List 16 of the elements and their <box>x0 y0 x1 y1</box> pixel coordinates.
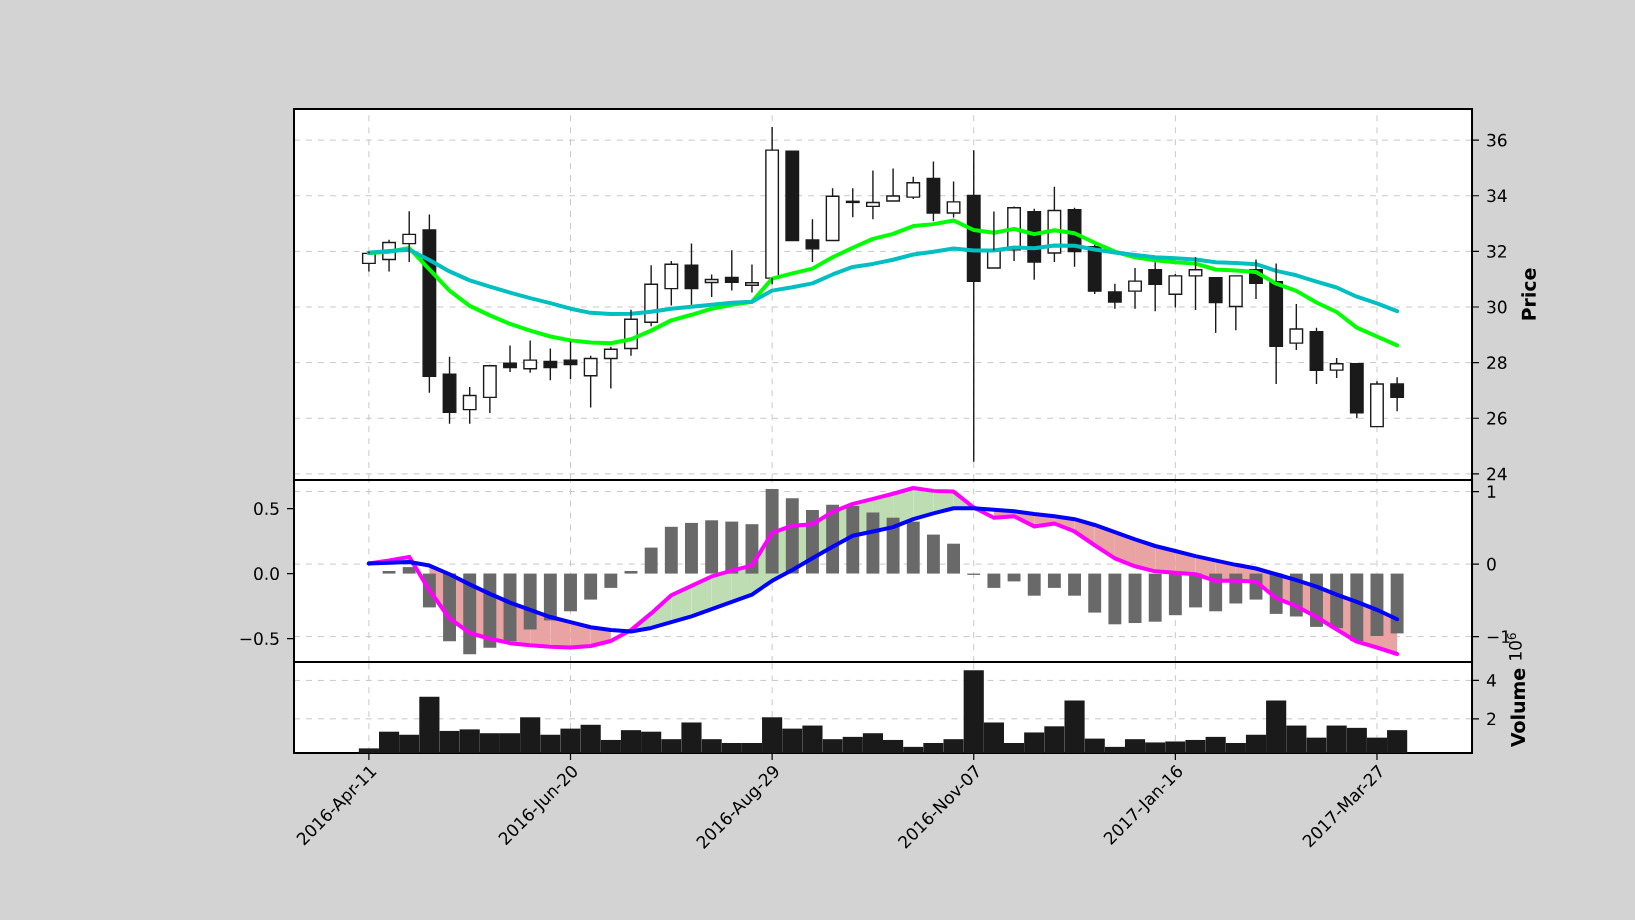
y-tick-label: 34 <box>1487 189 1507 203</box>
y-tick-label: −0.5 <box>240 632 279 646</box>
y-tick-label: 0.5 <box>254 502 279 516</box>
y2-tick-label: 0 <box>1487 557 1496 571</box>
y-tick-label: 32 <box>1487 244 1506 258</box>
y-tick-label: 28 <box>1487 356 1507 370</box>
y2-tick-label: 1 <box>1487 485 1496 498</box>
y-tick-label: 0.0 <box>254 567 279 581</box>
y-tick-label: 2 <box>1487 712 1496 726</box>
y-axis-title: Volume <box>1510 668 1526 747</box>
y-tick-label: 36 <box>1487 133 1507 147</box>
y-tick-label: 26 <box>1487 411 1507 425</box>
y-tick-label: 4 <box>1486 674 1496 687</box>
y-axis-title: Price <box>1521 268 1536 320</box>
y-tick-label: 24 <box>1487 467 1507 481</box>
y-tick-label: 30 <box>1487 300 1507 314</box>
